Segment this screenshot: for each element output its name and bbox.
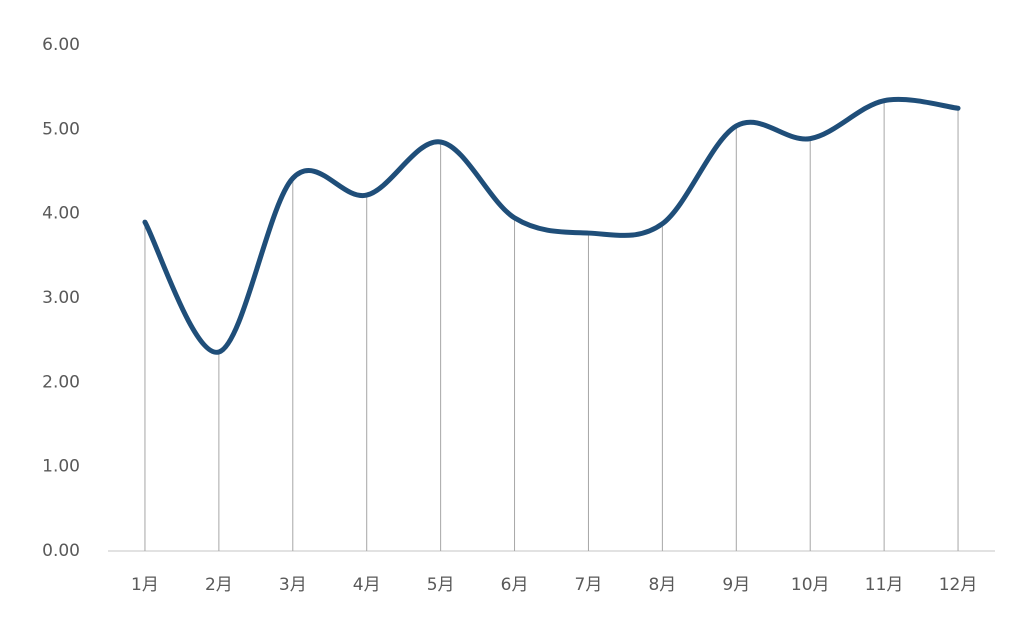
- y-tick-label: 1.00: [42, 457, 80, 477]
- x-tick-label: 9月: [722, 575, 750, 595]
- y-tick-label: 0.00: [42, 541, 80, 561]
- x-tick-label: 12月: [939, 575, 978, 595]
- x-tick-label: 3月: [279, 575, 307, 595]
- x-tick-label: 6月: [501, 575, 529, 595]
- x-tick-label: 5月: [427, 575, 455, 595]
- x-tick-label: 8月: [648, 575, 676, 595]
- x-tick-label: 10月: [791, 575, 830, 595]
- x-tick-label: 11月: [865, 575, 904, 595]
- x-tick-label: 4月: [353, 575, 381, 595]
- y-tick-label: 5.00: [42, 119, 80, 139]
- series-line: [142, 96, 961, 355]
- x-tick-label: 2月: [205, 575, 233, 595]
- y-tick-label: 3.00: [42, 288, 80, 308]
- y-tick-label: 6.00: [42, 35, 80, 55]
- y-tick-label: 4.00: [42, 204, 80, 224]
- y-tick-label: 2.00: [42, 372, 80, 392]
- x-tick-label: 1月: [131, 575, 159, 595]
- x-tick-label: 7月: [575, 575, 603, 595]
